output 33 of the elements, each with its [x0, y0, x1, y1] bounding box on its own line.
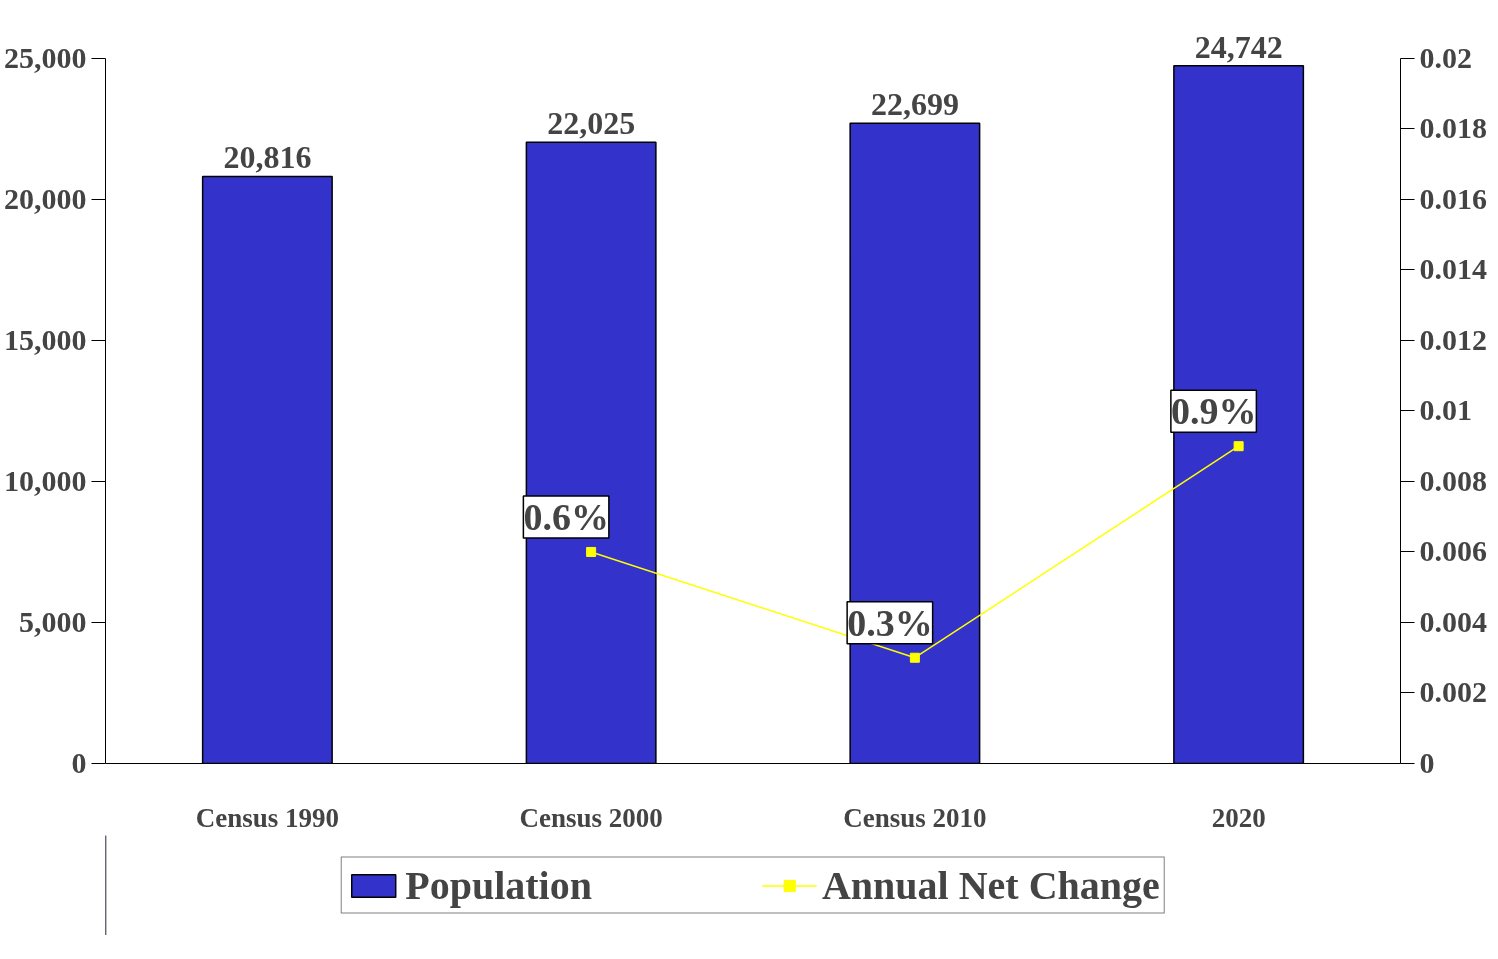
x-tick-label: Census 2000: [519, 802, 663, 833]
data-label: 22,699: [870, 86, 959, 123]
data-label: 0.3%: [847, 601, 933, 644]
y2-tick-label: 0.02: [1419, 40, 1472, 74]
y2-tick-label: 0.01: [1419, 393, 1472, 427]
y2-tick-label: 0.014: [1419, 252, 1487, 286]
x-tick-label: Census 1990: [195, 802, 340, 833]
y-tick-label: 20,000: [4, 181, 87, 215]
x-tick-label: Census 2010: [843, 802, 987, 833]
data-label: 24,742: [1194, 28, 1283, 65]
y2-tick-label: 0.008: [1419, 463, 1487, 497]
y-tick-label: 25,000: [4, 40, 87, 74]
y2-tick-label: 0.004: [1419, 604, 1487, 638]
y2-tick-label: 0.016: [1419, 181, 1487, 215]
y2-tick-label: 0: [1419, 746, 1435, 779]
data-label: 20,816: [223, 139, 312, 176]
y2-tick-label: 0.002: [1419, 675, 1487, 709]
y2-tick-label: 0.018: [1419, 111, 1487, 145]
data-label: 0.9%: [1170, 390, 1257, 433]
x-tick-label: 2020: [1211, 802, 1266, 833]
y-tick-label: 5,000: [19, 604, 87, 638]
y-tick-label: 15,000: [4, 322, 87, 356]
y-tick-label: 10,000: [4, 463, 87, 497]
y-tick-label: 0: [71, 746, 87, 779]
data-label: 22,025: [547, 105, 636, 142]
y2-tick-label: 0.006: [1419, 534, 1487, 568]
point: [586, 546, 597, 557]
data-label: 0.6%: [523, 495, 609, 538]
legend-label: Annual Net Change: [821, 861, 1160, 909]
y2-tick-label: 0.012: [1419, 322, 1487, 356]
point: [909, 652, 920, 663]
legend-label: Population: [405, 861, 592, 909]
point: [1233, 441, 1244, 452]
